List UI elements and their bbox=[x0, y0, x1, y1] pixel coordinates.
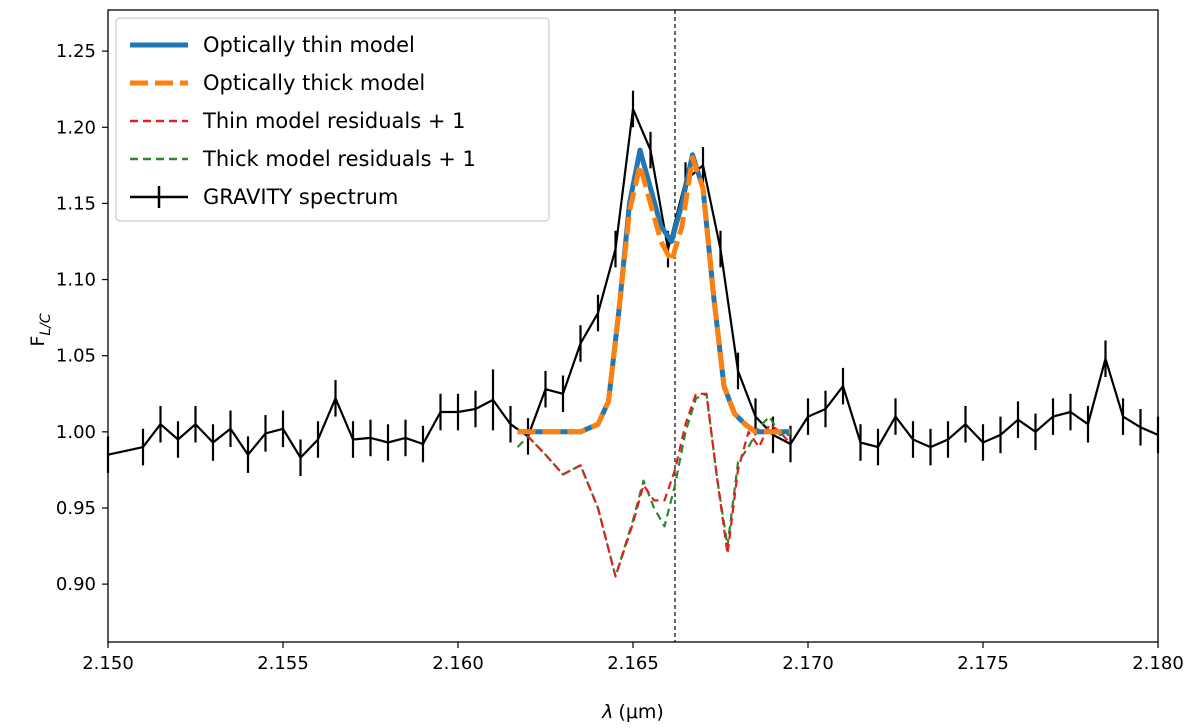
x-tick-label: 2.160 bbox=[432, 653, 484, 674]
x-tick-label: 2.165 bbox=[607, 653, 659, 674]
x-tick-label: 2.150 bbox=[82, 653, 134, 674]
series-thick-model bbox=[517, 155, 791, 435]
y-tick-label: 1.20 bbox=[56, 117, 96, 138]
y-axis: 0.90 0.95 1.00 1.05 1.10 1.15 1.20 1.25 bbox=[56, 41, 108, 595]
x-tick-label: 2.170 bbox=[782, 653, 834, 674]
y-axis-label: FL/C bbox=[27, 313, 54, 346]
y-tick-label: 1.25 bbox=[56, 41, 96, 62]
thick-residuals-line bbox=[516, 392, 791, 578]
x-tick-label: 2.155 bbox=[257, 653, 309, 674]
series-thick-residuals bbox=[516, 392, 791, 578]
series-layer bbox=[106, 90, 1160, 578]
y-tick-label: 0.90 bbox=[56, 574, 96, 595]
y-tick-label: 1.00 bbox=[56, 422, 96, 443]
y-tick-label: 1.10 bbox=[56, 270, 96, 291]
legend-label-spectrum: GRAVITY spectrum bbox=[203, 185, 398, 209]
x-tick-label: 2.180 bbox=[1132, 653, 1184, 674]
y-tick-label: 1.15 bbox=[56, 193, 96, 214]
legend-box bbox=[115, 17, 550, 222]
y-tick-label: 0.95 bbox=[56, 498, 96, 519]
x-axis: 2.150 2.155 2.160 2.165 2.170 2.175 2.180 bbox=[82, 642, 1184, 674]
spectrum-line bbox=[107, 107, 1159, 459]
legend-label-thick-model: Optically thick model bbox=[203, 71, 425, 95]
x-tick-label: 2.175 bbox=[957, 653, 1009, 674]
legend-label-thick-residuals: Thick model residuals + 1 bbox=[202, 147, 476, 171]
legend-label-thin-model: Optically thin model bbox=[203, 33, 415, 57]
legend: Optically thin model Optically thick mod… bbox=[115, 17, 550, 222]
legend-label-thin-residuals: Thin model residuals + 1 bbox=[202, 109, 465, 133]
series-thin-residuals bbox=[527, 392, 792, 578]
thin-residuals-line bbox=[527, 392, 792, 578]
y-tick-label: 1.05 bbox=[56, 346, 96, 367]
thick-model-line bbox=[517, 155, 791, 435]
x-axis-label: λ (μm) bbox=[601, 701, 664, 723]
